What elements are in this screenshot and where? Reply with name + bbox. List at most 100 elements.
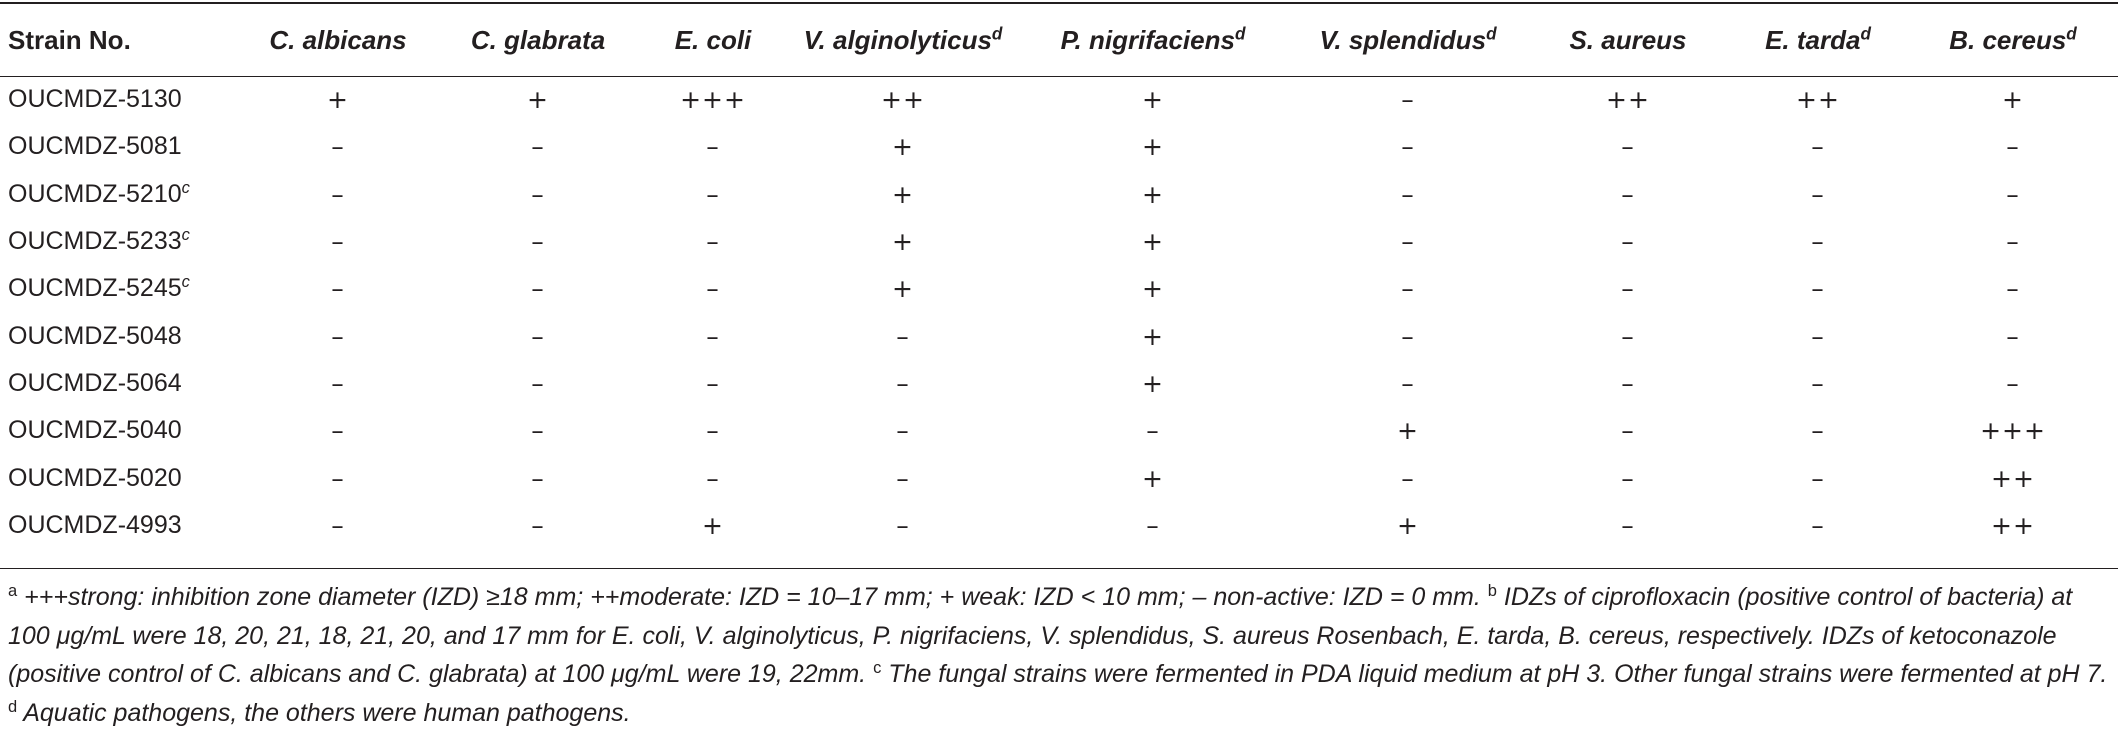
strain-cell: OUCMDZ-5081	[8, 132, 182, 161]
activity-cell: –	[531, 132, 545, 162]
activity-cell: –	[1621, 368, 1635, 398]
activity-cell: –	[1811, 274, 1825, 304]
activity-cell: –	[1811, 179, 1825, 209]
activity-cell: +	[1142, 179, 1164, 209]
footnote-a-text: +++strong: inhibition zone diameter (IZD…	[24, 583, 1481, 611]
activity-cell: –	[531, 510, 545, 540]
footnote-c-mark: c	[873, 658, 882, 677]
table-row: OUCMDZ-5210c – – – + + – – – –	[0, 171, 2118, 218]
activity-cell: –	[531, 321, 545, 351]
activity-cell: –	[1401, 85, 1415, 115]
activity-cell: ++	[1991, 463, 2035, 493]
table-row: OUCMDZ-5233c – – – + + – – – –	[0, 218, 2118, 265]
activity-cell: +	[2002, 85, 2024, 115]
activity-cell: –	[706, 274, 720, 304]
activity-cell: –	[1811, 132, 1825, 162]
activity-cell: –	[1401, 368, 1415, 398]
header-row: Strain No. C. albicans C. glabrata E. co…	[0, 4, 2118, 76]
activity-cell: –	[531, 227, 545, 257]
activity-cell: +	[892, 227, 914, 257]
activity-cell: +	[1142, 274, 1164, 304]
activity-cell: –	[331, 368, 345, 398]
table-body: OUCMDZ-5130 + + +++ ++ + – ++ ++ + OUCMDZ-5081– – – +…	[0, 76, 2118, 549]
activity-cell: –	[331, 463, 345, 493]
activity-cell: –	[2006, 368, 2020, 398]
activity-cell: +++	[1980, 416, 2046, 446]
footnote-d-text: Aquatic pathogens, the others were human…	[23, 698, 631, 727]
activity-cell: +	[1142, 321, 1164, 351]
header-col-1: C. glabrata	[470, 24, 606, 55]
activity-cell: –	[2006, 179, 2020, 209]
table-footnotes: a +++strong: inhibition zone diameter (I…	[8, 578, 2108, 732]
activity-cell: –	[1811, 321, 1825, 351]
activity-cell: +	[1142, 463, 1164, 493]
activity-cell: –	[1811, 227, 1825, 257]
activity-cell: –	[896, 321, 910, 351]
activity-cell: –	[896, 368, 910, 398]
activity-cell: –	[1621, 510, 1635, 540]
activity-cell: –	[1621, 416, 1635, 446]
activity-cell: +++	[680, 85, 746, 115]
header-strain-no: Strain No.	[8, 24, 131, 55]
header-col-8: B. cereusd	[1949, 23, 2077, 55]
activity-cell: +	[1142, 227, 1164, 257]
activity-cell: –	[1621, 321, 1635, 351]
activity-cell: –	[706, 179, 720, 209]
activity-cell: +	[892, 179, 914, 209]
header-col-2: E. coli	[674, 24, 752, 55]
activity-cell: –	[1621, 463, 1635, 493]
activity-cell: +	[1142, 132, 1164, 162]
activity-cell: ++	[1606, 85, 1650, 115]
activity-cell: +	[327, 85, 349, 115]
activity-cell: –	[896, 416, 910, 446]
table-row: OUCMDZ-5130 + + +++ ++ + – ++ ++ +	[0, 76, 2118, 123]
activity-cell: –	[1401, 179, 1415, 209]
activity-cell: –	[331, 510, 345, 540]
activity-cell: –	[331, 227, 345, 257]
activity-cell: –	[1621, 179, 1635, 209]
table-row: OUCMDZ-5048 – – – – + – – – –	[0, 312, 2118, 359]
activity-cell: –	[531, 274, 545, 304]
activity-cell: ++	[881, 85, 925, 115]
activity-cell: +	[892, 132, 914, 162]
activity-cell: –	[331, 416, 345, 446]
table-row: OUCMDZ-5040 – – – – – + – – +++	[0, 407, 2118, 454]
activity-cell: +	[1142, 368, 1164, 398]
activity-cell: –	[1401, 132, 1415, 162]
activity-cell: +	[1397, 510, 1419, 540]
activity-cell: –	[331, 132, 345, 162]
strain-cell: OUCMDZ-5233c	[8, 225, 190, 256]
activity-cell: –	[1811, 463, 1825, 493]
activity-cell: –	[531, 463, 545, 493]
table-row: OUCMDZ-4993 – – + – – + – – ++	[0, 502, 2118, 549]
strain-cell: OUCMDZ-5130	[8, 85, 182, 114]
header-col-7: E. tardad	[1765, 23, 1871, 55]
strain-cell: OUCMDZ-5064	[8, 368, 182, 397]
bottom-rule	[0, 568, 2118, 569]
footnote-b-text: IDZs of ciprofloxacin (positive control …	[8, 583, 2073, 688]
footnote-a-b: a +++strong: inhibition zone diameter (I…	[8, 578, 2108, 732]
strain-cell: OUCMDZ-5210c	[8, 178, 190, 208]
activity-cell: –	[1401, 274, 1415, 304]
activity-cell: –	[2006, 227, 2020, 257]
activity-cell: –	[706, 368, 720, 398]
activity-cell: –	[2006, 321, 2020, 351]
activity-cell: –	[531, 368, 545, 398]
activity-cell: –	[1621, 274, 1635, 304]
activity-cell: –	[331, 274, 345, 304]
table-row: OUCMDZ-5245c – – – + + – – – –	[0, 265, 2118, 312]
strain-cell: OUCMDZ-5245c	[8, 273, 190, 303]
activity-cell: –	[706, 132, 720, 162]
footnote-a-mark: a	[8, 581, 18, 600]
top-rule	[0, 2, 2118, 4]
header-rule	[0, 76, 2118, 77]
header-col-4: P. nigrifaciensd	[1060, 23, 1246, 55]
footnote-c-text: The fungal strains were fermented in PDA…	[888, 660, 2108, 688]
results-table: Strain No. C. albicans C. glabrata E. co…	[0, 4, 2118, 549]
strain-cell: OUCMDZ-5020	[8, 463, 182, 492]
activity-cell: –	[706, 463, 720, 493]
activity-cell: –	[1146, 510, 1160, 540]
header-col-6: S. aureus	[1569, 24, 1687, 55]
header-col-5: V. splendidusd	[1319, 23, 1497, 55]
